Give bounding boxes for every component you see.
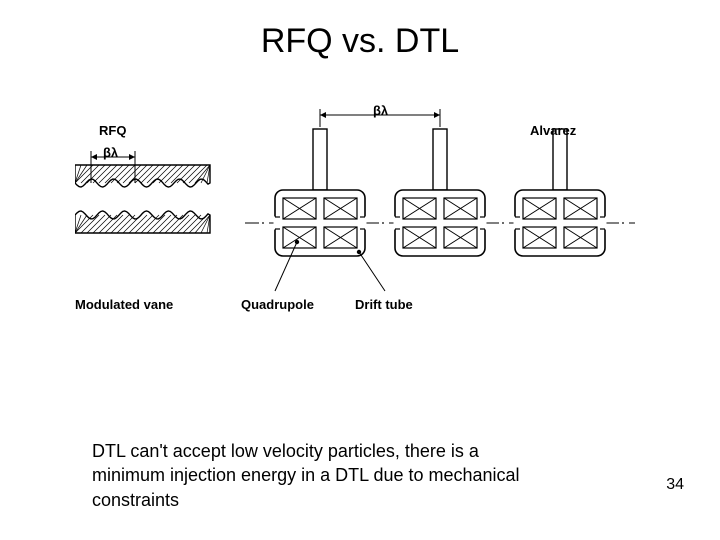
label-beta-top: βλ <box>373 103 388 118</box>
page-number: 34 <box>666 476 684 494</box>
label-beta-left: βλ <box>103 145 118 160</box>
label-rfq: RFQ <box>99 123 126 138</box>
slide-title: RFQ vs. DTL <box>0 22 720 61</box>
caption-text: DTL can't accept low velocity particles,… <box>92 439 532 512</box>
label-alvarez: Alvarez <box>530 123 576 138</box>
label-drift-tube: Drift tube <box>355 297 413 312</box>
label-quadrupole: Quadrupole <box>241 297 314 312</box>
diagram-container: RFQ βλ Modulated vane βλ Alvarez Quadrup… <box>75 105 635 365</box>
label-modulated-vane: Modulated vane <box>75 297 173 312</box>
